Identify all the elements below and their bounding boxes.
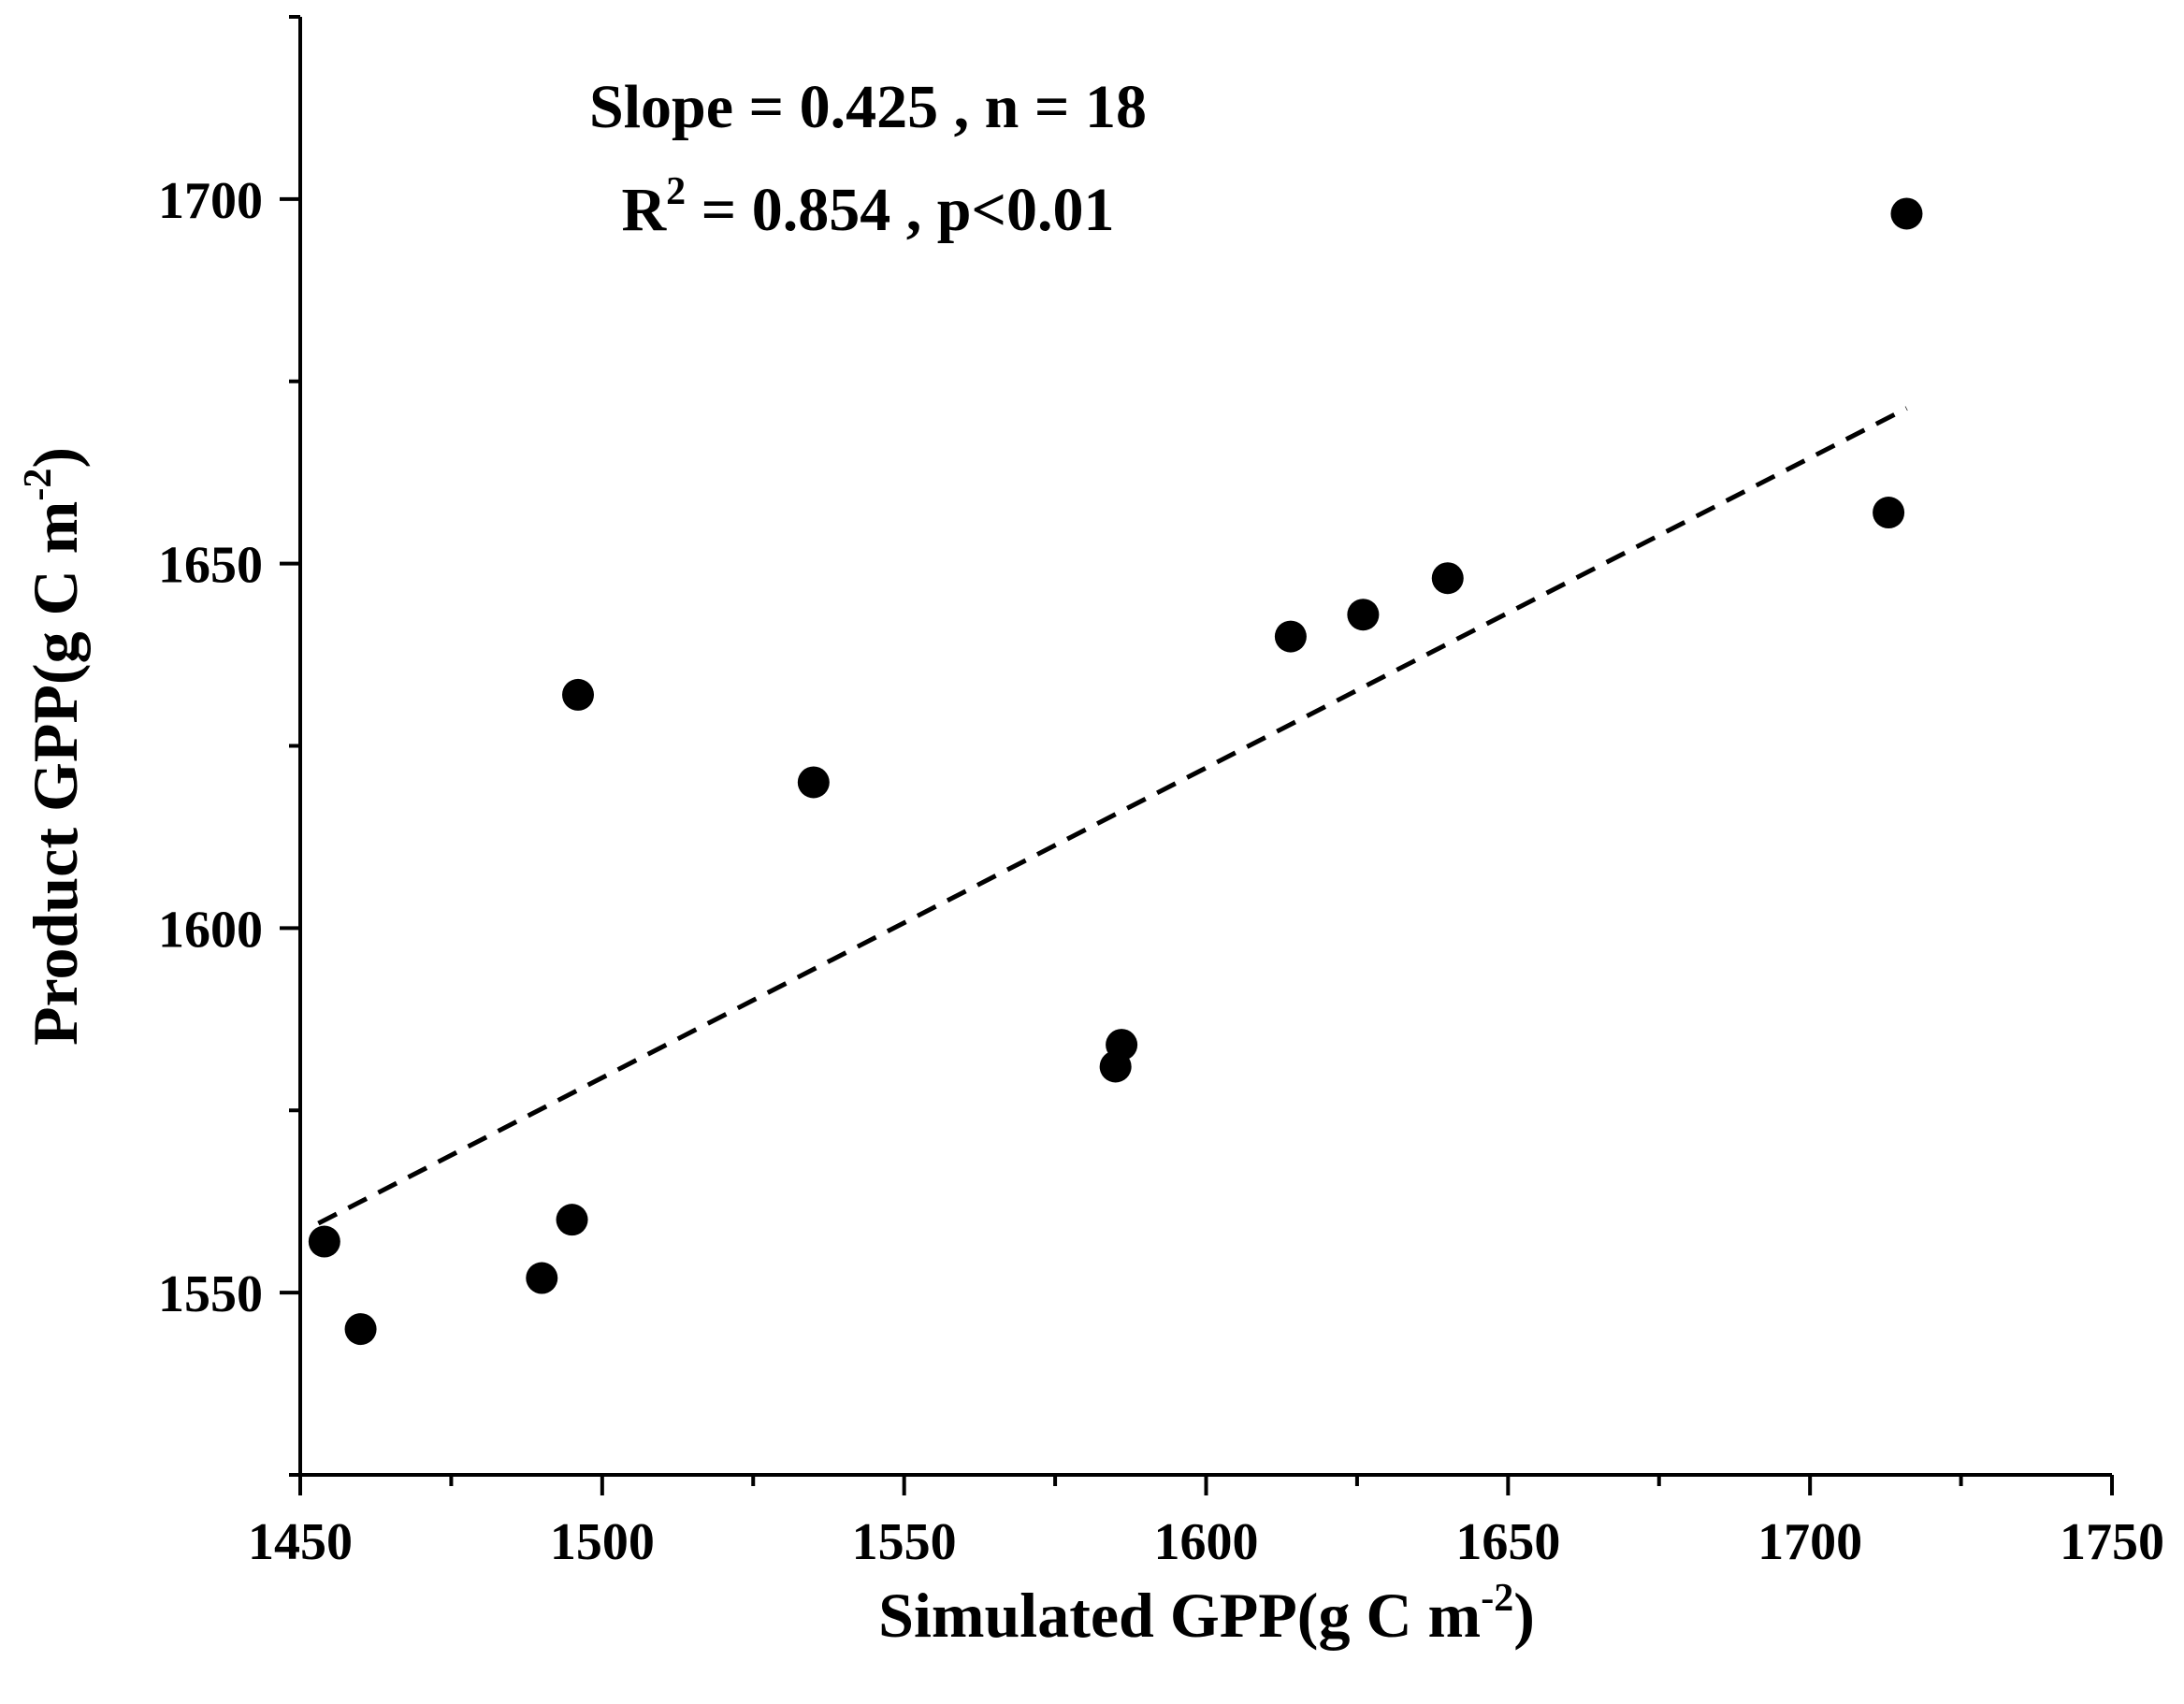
y-tick-labels: 1550 1600 1650 1700 — [158, 172, 263, 1323]
stats-r-superscript: 2 — [666, 170, 686, 213]
y-axis-title-superscript: -2 — [17, 469, 60, 501]
data-point — [1274, 620, 1307, 653]
x-tick-label: 1500 — [550, 1513, 655, 1571]
x-tick-label: 1550 — [852, 1513, 957, 1571]
x-tick-label: 1700 — [1757, 1513, 1862, 1571]
y-tick-label: 1600 — [158, 901, 263, 959]
y-axis-title-close: ) — [20, 447, 91, 469]
x-tick-labels: 1450 1500 1550 1600 1650 1700 1750 — [248, 1513, 2164, 1571]
stats-line-2-rest: = 0.854 , p<0.01 — [686, 176, 1114, 244]
x-axis-title-superscript: -2 — [1481, 1577, 1513, 1620]
y-tick-label: 1550 — [158, 1265, 263, 1323]
data-point — [308, 1225, 340, 1258]
data-point — [1873, 497, 1905, 529]
data-point — [1431, 562, 1464, 595]
data-points — [308, 197, 1923, 1346]
x-tick-label: 1450 — [248, 1513, 353, 1571]
stats-r: R — [621, 176, 667, 244]
y-axis-title-text: Product GPP(g C m — [20, 501, 91, 1046]
data-point — [562, 678, 595, 711]
plot-frame — [298, 17, 2112, 1477]
data-point — [797, 766, 830, 799]
stats-line-2: R2 = 0.854 , p<0.01 — [621, 170, 1114, 244]
x-axis-title: Simulated GPP(g C m-2) — [878, 1577, 1535, 1651]
x-tick-label: 1750 — [2060, 1513, 2164, 1571]
data-point — [1106, 1029, 1138, 1061]
fit-line — [317, 406, 1908, 1226]
y-tick-label: 1700 — [158, 172, 263, 230]
y-tick-label: 1650 — [158, 537, 263, 595]
y-ticks — [280, 15, 300, 1477]
data-point — [556, 1204, 588, 1236]
data-point — [1890, 197, 1923, 230]
data-point — [526, 1262, 558, 1294]
x-tick-label: 1650 — [1455, 1513, 1560, 1571]
y-axis-title: Product GPP(g C m-2) — [17, 447, 91, 1046]
x-axis-title-close: ) — [1513, 1580, 1535, 1651]
data-point — [344, 1313, 377, 1346]
stats-line-1: Slope = 0.425 , n = 18 — [589, 73, 1147, 141]
x-tick-label: 1600 — [1154, 1513, 1259, 1571]
data-point — [1347, 599, 1380, 631]
x-axis-title-text: Simulated GPP(g C m — [878, 1580, 1481, 1651]
x-ticks — [298, 1475, 2114, 1495]
